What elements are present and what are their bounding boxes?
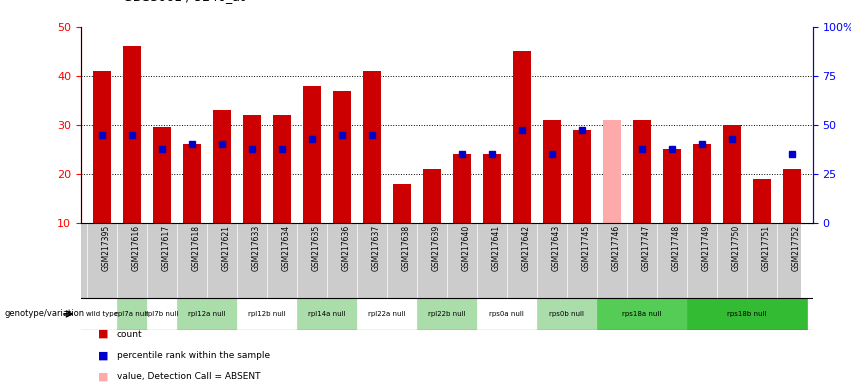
Text: rps18a null: rps18a null [622, 311, 661, 317]
Bar [477, 298, 537, 330]
Bar [183, 144, 201, 223]
Text: ■: ■ [98, 329, 108, 339]
Text: genotype/variation: genotype/variation [4, 310, 84, 318]
Bar [663, 149, 681, 223]
Text: GSM217638: GSM217638 [402, 225, 411, 271]
Text: rps0b null: rps0b null [549, 311, 585, 317]
Bar [783, 169, 801, 223]
Text: GSM217617: GSM217617 [162, 225, 171, 271]
Text: GSM217640: GSM217640 [462, 225, 471, 271]
Bar [213, 110, 231, 223]
Text: rps0a null: rps0a null [489, 311, 524, 317]
Bar [93, 71, 111, 223]
Text: rpl22b null: rpl22b null [428, 311, 465, 317]
Text: GSM217642: GSM217642 [522, 225, 531, 271]
Text: rpl7a null: rpl7a null [115, 311, 148, 317]
Bar [333, 91, 351, 223]
Text: GSM217750: GSM217750 [732, 225, 740, 271]
Bar [237, 298, 297, 330]
Text: GSM217748: GSM217748 [671, 225, 681, 271]
Bar [393, 184, 411, 223]
Bar [603, 120, 620, 223]
Text: GSM217745: GSM217745 [582, 225, 591, 271]
Bar [693, 144, 711, 223]
Bar [153, 127, 171, 223]
Bar [537, 298, 597, 330]
Text: rpl22a null: rpl22a null [368, 311, 406, 317]
Bar [687, 298, 807, 330]
Text: GSM217616: GSM217616 [132, 225, 140, 271]
Bar [363, 71, 380, 223]
Text: GSM217636: GSM217636 [342, 225, 351, 271]
Bar [513, 51, 531, 223]
Text: GSM217635: GSM217635 [311, 225, 321, 271]
Bar [177, 298, 237, 330]
Text: wild type: wild type [86, 311, 117, 317]
Text: GSM217747: GSM217747 [642, 225, 651, 271]
Bar [147, 298, 177, 330]
Text: count: count [117, 329, 142, 339]
Text: GSM217621: GSM217621 [222, 225, 231, 271]
Text: percentile rank within the sample: percentile rank within the sample [117, 351, 270, 360]
Bar [417, 298, 477, 330]
Text: rps18b null: rps18b null [727, 311, 767, 317]
Bar [303, 86, 321, 223]
Bar [87, 298, 117, 330]
Bar [297, 298, 357, 330]
Text: GSM217641: GSM217641 [492, 225, 500, 271]
Bar [753, 179, 771, 223]
Text: GSM217618: GSM217618 [191, 225, 201, 271]
Bar [423, 169, 441, 223]
Bar [273, 115, 291, 223]
Text: rpl14a null: rpl14a null [308, 311, 346, 317]
Bar [453, 154, 471, 223]
Text: ■: ■ [98, 350, 108, 360]
Text: rpl12b null: rpl12b null [248, 311, 286, 317]
Bar [543, 120, 561, 223]
Text: rpl7b null: rpl7b null [146, 311, 179, 317]
Bar [722, 125, 740, 223]
Text: GSM217746: GSM217746 [612, 225, 620, 271]
Text: GSM217639: GSM217639 [431, 225, 441, 271]
Text: GSM217634: GSM217634 [282, 225, 291, 271]
Bar [123, 46, 140, 223]
Text: GSM217749: GSM217749 [702, 225, 711, 271]
Bar [597, 298, 687, 330]
Bar [243, 115, 260, 223]
Bar [117, 298, 147, 330]
Text: rpl12a null: rpl12a null [188, 311, 226, 317]
Bar [573, 130, 591, 223]
Bar [633, 120, 651, 223]
Text: GDS3061 / 5240_at: GDS3061 / 5240_at [123, 0, 245, 3]
Bar [483, 154, 500, 223]
Text: GSM217643: GSM217643 [551, 225, 561, 271]
Text: ■: ■ [98, 371, 108, 381]
Text: GSM217395: GSM217395 [102, 225, 111, 271]
Text: GSM217752: GSM217752 [791, 225, 801, 271]
Text: GSM217751: GSM217751 [762, 225, 771, 271]
Text: GSM217633: GSM217633 [252, 225, 260, 271]
Text: value, Detection Call = ABSENT: value, Detection Call = ABSENT [117, 372, 260, 381]
Text: GSM217637: GSM217637 [372, 225, 380, 271]
Bar [357, 298, 417, 330]
